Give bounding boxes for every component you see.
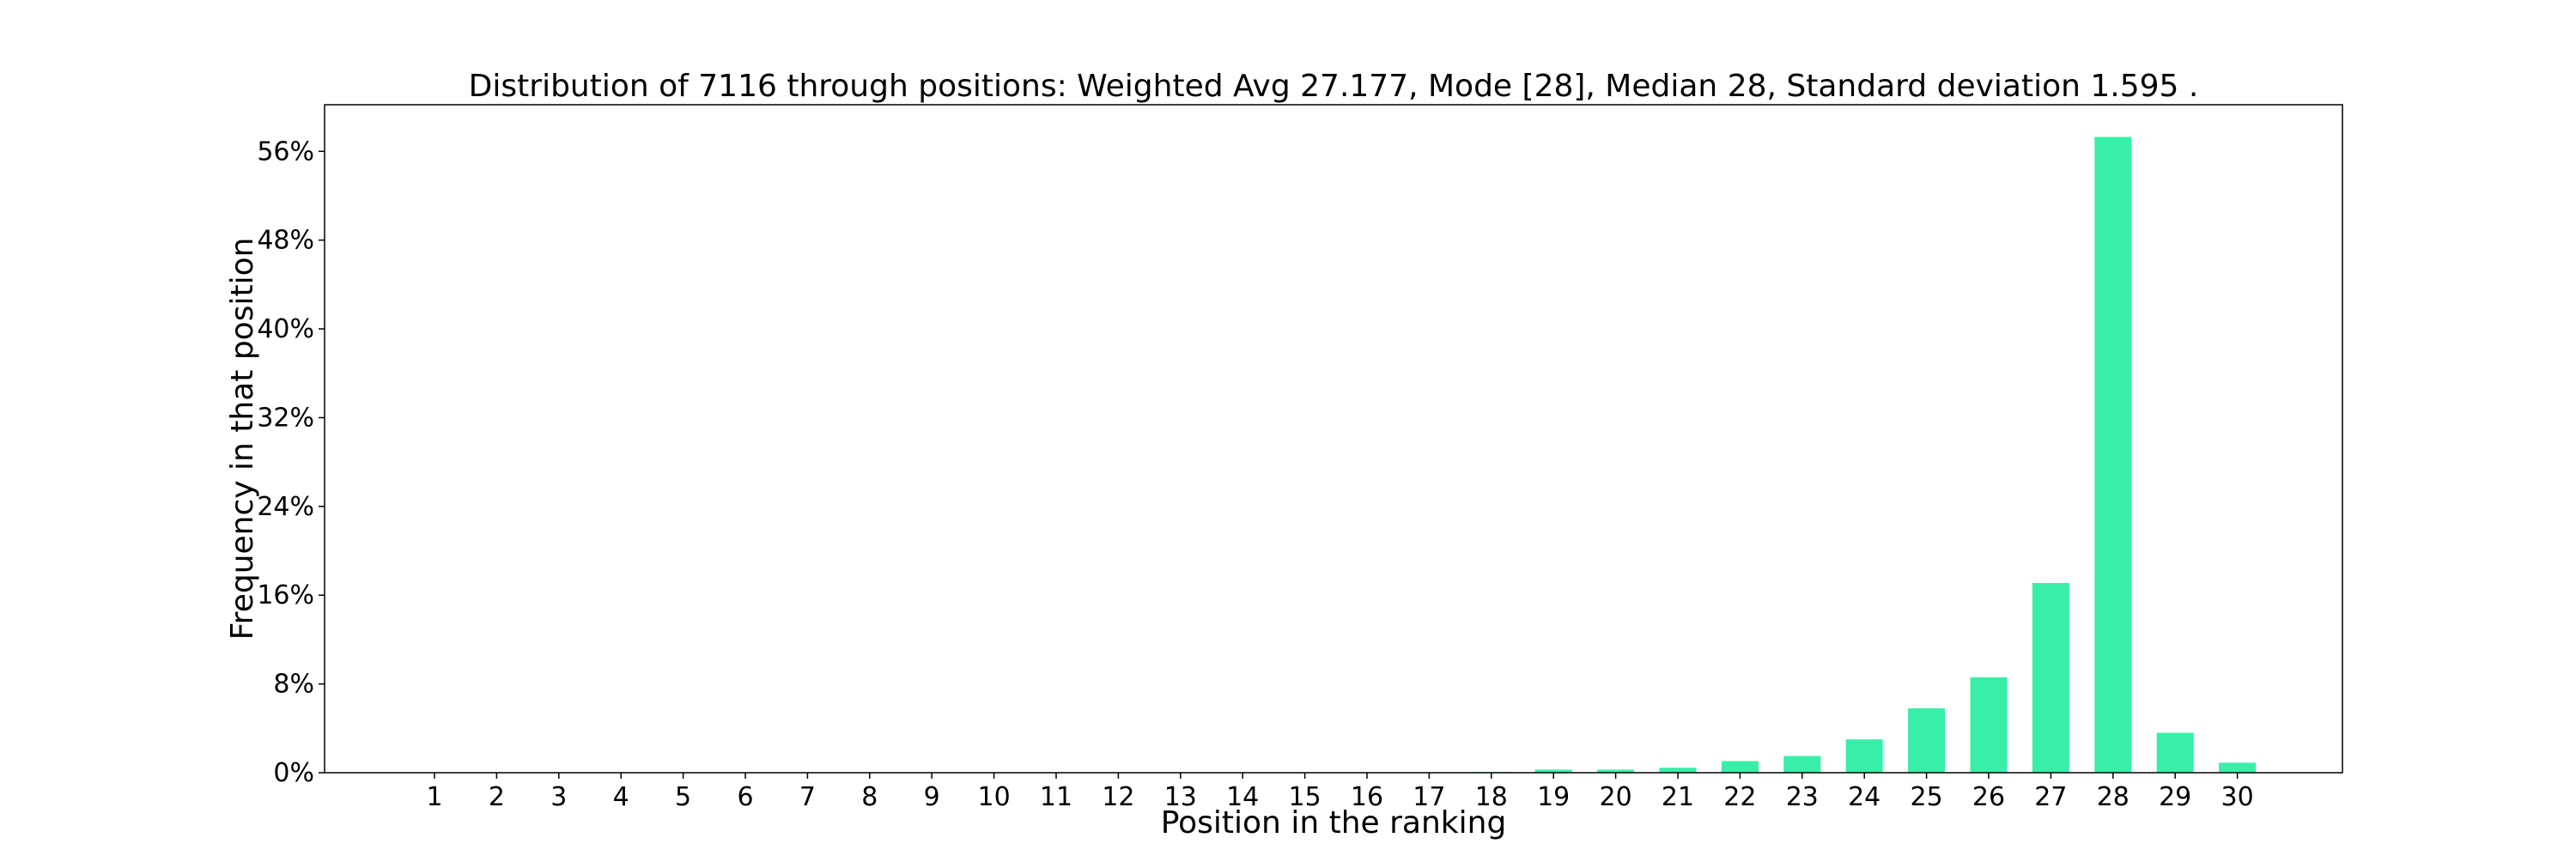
x-tick-label: 29 <box>2159 782 2191 812</box>
bar-position-24 <box>1846 739 1883 773</box>
y-tick-label: 24% <box>257 492 314 522</box>
y-axis-title: Frequency in that position <box>225 238 260 640</box>
y-tick-label: 0% <box>273 758 314 788</box>
bar-position-22 <box>1722 761 1759 773</box>
x-tick-label: 19 <box>1537 782 1570 812</box>
bar-position-27 <box>2032 583 2069 773</box>
bar-position-29 <box>2157 732 2194 773</box>
x-tick-label: 24 <box>1848 782 1880 812</box>
x-tick-label: 21 <box>1662 782 1694 812</box>
x-tick-label: 30 <box>2221 782 2254 812</box>
x-tick-label: 23 <box>1786 782 1819 812</box>
chart-title: Distribution of 7116 through positions: … <box>469 69 2199 104</box>
bar-position-30 <box>2219 762 2256 773</box>
y-ticks-layer: 0% 8% 16% 24% 32% 40% 48% 56% <box>257 137 325 788</box>
x-tick-label: 5 <box>675 782 691 812</box>
x-tick-label: 7 <box>799 782 816 812</box>
x-tick-label: 1 <box>426 782 442 812</box>
x-axis-title: Position in the ranking <box>1161 805 1507 841</box>
x-tick-label: 22 <box>1723 782 1756 812</box>
x-tick-label: 26 <box>1972 782 2005 812</box>
x-tick-label: 9 <box>924 782 940 812</box>
x-tick-label: 10 <box>978 782 1011 812</box>
bar-position-25 <box>1908 708 1945 773</box>
x-tick-label: 27 <box>2034 782 2067 812</box>
y-tick-label: 40% <box>257 314 314 344</box>
x-tick-label: 4 <box>613 782 629 812</box>
x-tick-label: 25 <box>1911 782 1943 812</box>
x-tick-label: 20 <box>1600 782 1632 812</box>
y-tick-label: 8% <box>273 670 314 700</box>
y-tick-label: 32% <box>257 403 314 433</box>
y-tick-label: 16% <box>257 580 314 610</box>
y-tick-label: 48% <box>257 226 314 256</box>
bar-position-26 <box>1971 677 2008 773</box>
bars-layer <box>1411 137 2256 773</box>
bar-position-23 <box>1783 756 1820 773</box>
bar-position-28 <box>2094 137 2131 773</box>
x-tick-label: 12 <box>1102 782 1134 812</box>
x-tick-label: 28 <box>2097 782 2129 812</box>
x-tick-label: 3 <box>550 782 567 812</box>
x-tick-label: 11 <box>1040 782 1072 812</box>
bar-position-21 <box>1660 768 1697 773</box>
x-tick-label: 2 <box>489 782 505 812</box>
y-tick-label: 56% <box>257 137 314 167</box>
x-tick-label: 8 <box>861 782 878 812</box>
x-tick-label: 6 <box>737 782 753 812</box>
